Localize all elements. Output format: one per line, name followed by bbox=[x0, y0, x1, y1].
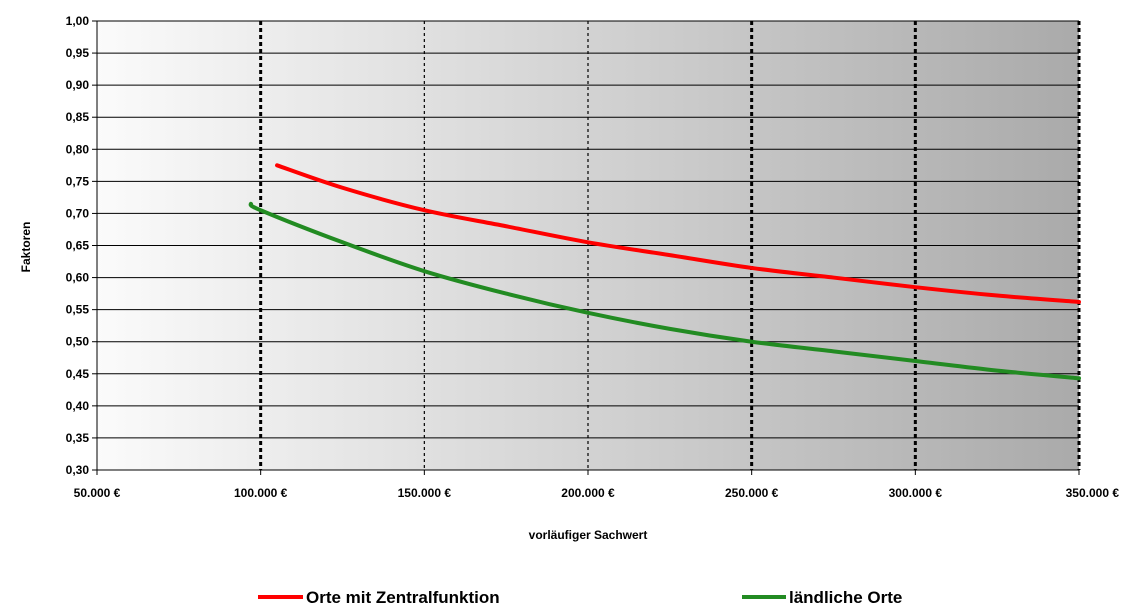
y-tick-label: 0,80 bbox=[66, 142, 90, 156]
x-tick-label: 350.000 € bbox=[1066, 486, 1120, 500]
x-axis-title: vorläufiger Sachwert bbox=[529, 528, 648, 542]
legend-item-0: Orte mit Zentralfunktion bbox=[258, 588, 500, 604]
legend-label-1: ländliche Orte bbox=[789, 588, 902, 604]
legend-item-1: ländliche Orte bbox=[742, 588, 902, 604]
x-tick-label: 300.000 € bbox=[889, 486, 943, 500]
series-line-1 bbox=[248, 201, 1081, 381]
y-tick-label: 0,60 bbox=[66, 271, 90, 285]
y-tick-label: 0,30 bbox=[66, 463, 90, 477]
x-tick-labels: 50.000 € 100.000 € 150.000 € 200.000 € 250.0… bbox=[74, 470, 1120, 500]
y-tick-label: 0,45 bbox=[66, 367, 90, 381]
x-tick-label: 50.000 € bbox=[74, 486, 121, 500]
series-layer bbox=[248, 163, 1081, 381]
y-axis-title: Faktoren bbox=[19, 222, 33, 273]
y-tick-label: 0,90 bbox=[66, 78, 90, 92]
y-tick-label: 0,65 bbox=[66, 239, 90, 253]
y-tick-label: 0,85 bbox=[66, 110, 90, 124]
legend: Orte mit Zentralfunktion ländliche Orte bbox=[258, 588, 902, 604]
x-tick-label: 250.000 € bbox=[725, 486, 779, 500]
y-tick-label: 0,70 bbox=[66, 206, 90, 220]
y-tick-label: 0,55 bbox=[66, 303, 90, 317]
y-tick-label: 0,35 bbox=[66, 431, 90, 445]
y-tick-label: 1,00 bbox=[66, 14, 90, 28]
x-tick-label: 200.000 € bbox=[561, 486, 615, 500]
y-tick-label: 0,50 bbox=[66, 335, 90, 349]
y-tick-label: 0,95 bbox=[66, 46, 90, 60]
y-tick-label: 0,75 bbox=[66, 174, 90, 188]
grid bbox=[93, 20, 1081, 474]
y-tick-label: 0,40 bbox=[66, 399, 90, 413]
legend-label-0: Orte mit Zentralfunktion bbox=[306, 588, 500, 604]
series-line-0 bbox=[275, 163, 1081, 304]
y-tick-labels: 0,30 0,35 0,40 0,45 0,50 0,55 0,60 0,65 0,70 0,75… bbox=[66, 14, 97, 477]
x-tick-label: 100.000 € bbox=[234, 486, 288, 500]
x-tick-label: 150.000 € bbox=[398, 486, 452, 500]
